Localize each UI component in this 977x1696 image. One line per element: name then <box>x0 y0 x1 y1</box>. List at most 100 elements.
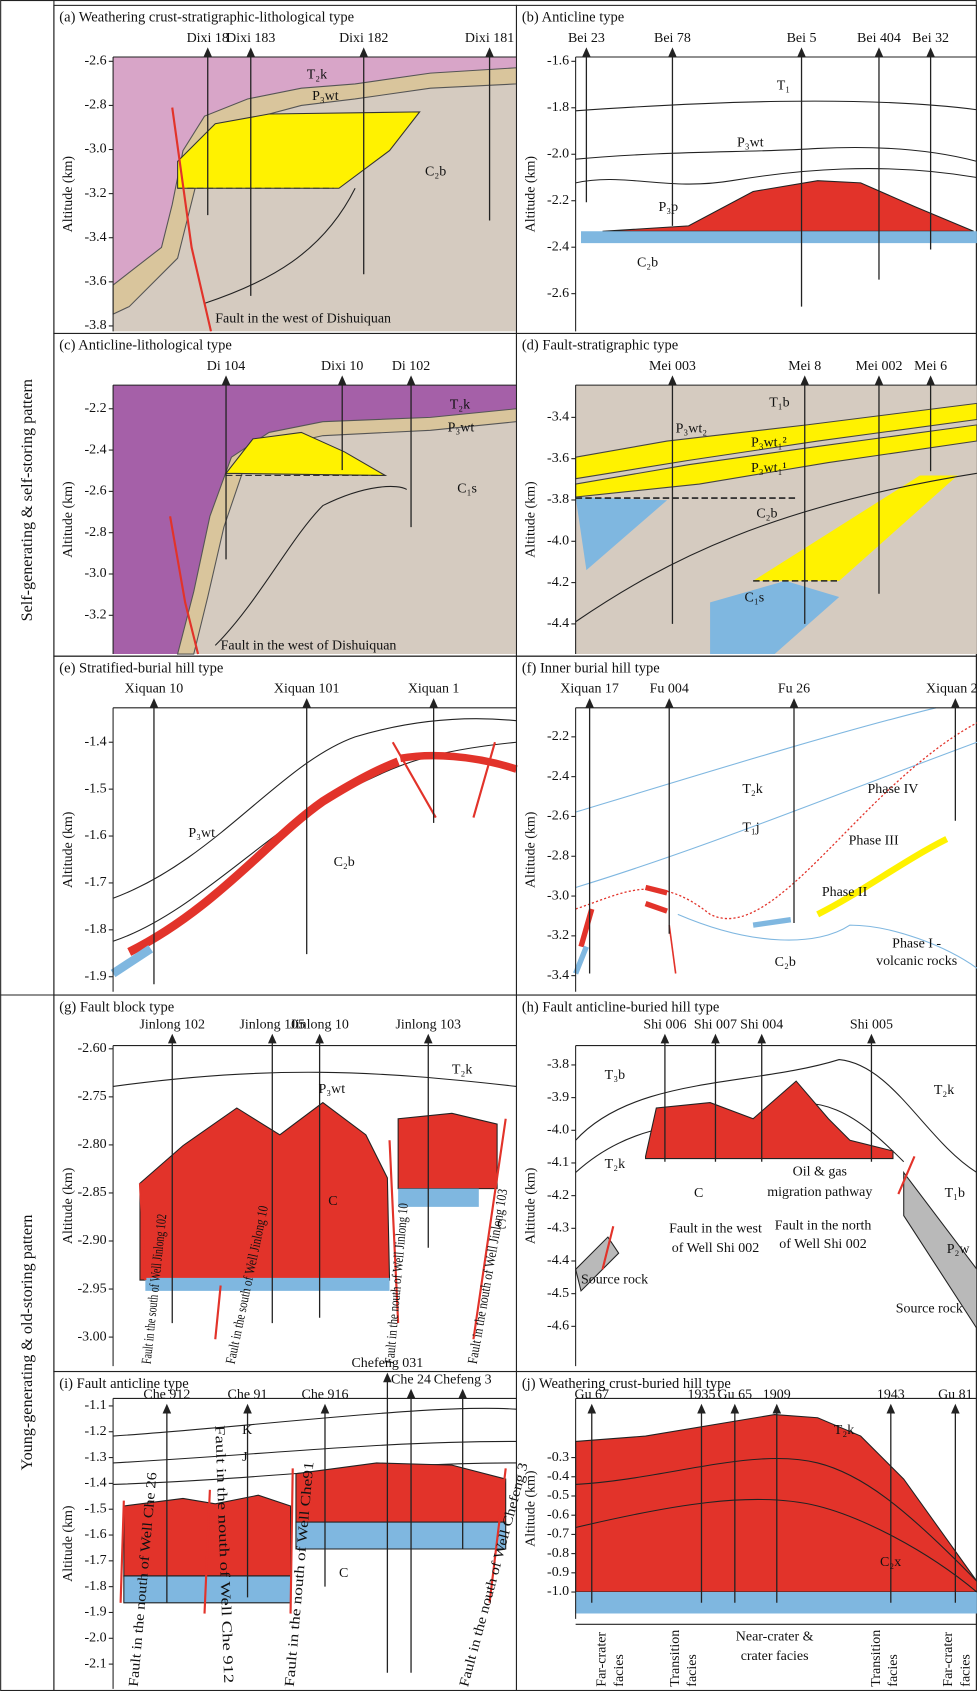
y-tick-label: -4.4 <box>547 616 569 631</box>
y-tick-label: -1.9 <box>85 969 107 984</box>
y-tick-label: -1.2 <box>85 1424 107 1439</box>
y-tick-label: -3.2 <box>547 928 569 943</box>
y-tick-label: -3.6 <box>85 274 107 289</box>
y-tick-label: -3.4 <box>547 968 569 983</box>
stratum-label: Phase IV <box>868 782 919 797</box>
y-tick-label: -2.80 <box>78 1137 107 1152</box>
well-label: Xiquan 1 <box>408 682 460 697</box>
y-tick-label: -1.9 <box>85 1605 107 1620</box>
well-label: Fu 004 <box>650 682 689 697</box>
y-tick-label: -2.6 <box>85 484 107 499</box>
stratum-label: Far-crater <box>595 1632 610 1687</box>
y-tick-label: -1.5 <box>85 1501 107 1516</box>
stratum-label: T₂k <box>450 398 470 413</box>
well-label: 1943 <box>877 1387 905 1402</box>
y-axis-label: Altitude (km) <box>524 156 539 233</box>
stratum-label: C₁s <box>745 590 765 605</box>
y-tick-label: -2.2 <box>85 401 107 416</box>
well-label: Mei 8 <box>788 359 821 374</box>
stratum-label: Fault in the west of Dishuiquan <box>215 312 391 327</box>
y-tick-label: -4.6 <box>547 1319 569 1334</box>
well-label: Shi 007 <box>694 1017 737 1032</box>
y-tick-label: -1.3 <box>85 1450 107 1465</box>
stratum-label: facies <box>958 1654 973 1687</box>
y-tick-label: -4.0 <box>547 1122 569 1137</box>
stratum <box>145 1278 389 1291</box>
y-tick-label: -2.60 <box>78 1041 107 1056</box>
stratum <box>398 1113 497 1188</box>
stratum-label: P₃wt <box>737 135 764 150</box>
y-tick-label: -1.7 <box>85 1553 107 1568</box>
y-tick-label: -2.75 <box>78 1089 107 1104</box>
stratum-label: Phase III <box>849 833 899 848</box>
y-tick-label: -3.2 <box>85 186 107 201</box>
well-label: Chefeng 3 <box>434 1372 492 1387</box>
well-label: Dixi 181 <box>465 31 514 46</box>
well-label: Di 102 <box>392 359 430 374</box>
y-tick-label: -1.5 <box>85 781 107 796</box>
y-tick-label: -0.5 <box>547 1488 569 1503</box>
stratum-label: crater facies <box>741 1649 809 1664</box>
y-tick-label: -1.4 <box>85 734 107 749</box>
y-axis-label: Altitude (km) <box>524 481 539 558</box>
y-tick-label: -0.7 <box>547 1527 569 1542</box>
well-label: Shi 005 <box>850 1017 893 1032</box>
y-tick-label: -0.3 <box>547 1450 569 1465</box>
y-tick-label: -2.6 <box>547 286 569 301</box>
stratum-label: facies <box>886 1654 901 1687</box>
y-tick-label: -3.4 <box>85 230 107 245</box>
y-tick-label: -4.1 <box>547 1155 569 1170</box>
y-tick-label: -1.6 <box>85 1527 107 1542</box>
y-tick-label: -4.4 <box>547 1253 569 1268</box>
y-tick-label: -2.6 <box>547 809 569 824</box>
y-tick-label: -3.8 <box>85 318 107 333</box>
well-label: Bei 404 <box>857 31 901 46</box>
y-tick-label: -1.7 <box>85 875 107 890</box>
y-tick-label: -0.9 <box>547 1565 569 1580</box>
stratum <box>296 1463 506 1522</box>
y-tick-label: -1.4 <box>85 1476 107 1491</box>
well-label: Bei 78 <box>654 31 691 46</box>
panel-title: (g) Fault block type <box>59 999 174 1015</box>
stratum-label: C₂b <box>775 955 796 970</box>
y-tick-label: -2.0 <box>85 1630 107 1645</box>
y-tick-label: -3.0 <box>85 566 107 581</box>
y-tick-label: -3.0 <box>547 888 569 903</box>
stratum-label: Phase II <box>822 885 868 900</box>
panel-title: (f) Inner burial hill type <box>522 660 660 676</box>
stratum-label: P₂w <box>947 1242 971 1257</box>
panel-title: (c) Anticline-lithological type <box>59 338 232 354</box>
stratum-label: migration pathway <box>767 1185 872 1200</box>
y-tick-label: -4.2 <box>547 575 569 590</box>
well-label: Che 912 <box>143 1387 190 1402</box>
stratum <box>296 1522 506 1549</box>
stratum-label: Fault in the west <box>669 1222 762 1237</box>
well-label: Gu 81 <box>938 1387 973 1402</box>
y-tick-label: -3.0 <box>85 142 107 157</box>
stratum-label: T₂k <box>452 1063 472 1078</box>
stratum-label: T₂k <box>834 1423 854 1438</box>
page: Trap types html,body{margin:0;padding:0;… <box>0 0 977 1691</box>
well-label: Shi 006 <box>643 1017 686 1032</box>
y-tick-label: -3.4 <box>547 410 569 425</box>
stratum-label: C₂b <box>756 506 777 521</box>
y-tick-label: -0.6 <box>547 1507 569 1522</box>
y-tick-label: -4.0 <box>547 533 569 548</box>
y-tick-label: -2.4 <box>547 239 569 254</box>
stratum-label: Near-crater & <box>736 1629 814 1644</box>
well-label: Xiquan 10 <box>125 682 184 697</box>
stratum-label: T₁b <box>769 396 789 411</box>
stratum-label: T₁ <box>777 78 790 93</box>
pattern-label: Self-generating & self-storing pattern <box>19 379 36 621</box>
stratum-label: Fault in the north <box>775 1219 872 1234</box>
stratum-label: C₁s <box>457 482 477 497</box>
y-axis-label: Altitude (km) <box>61 156 76 233</box>
stratum-label: of Well Shi 002 <box>779 1237 866 1252</box>
stratum-label: P₃wt₁¹ <box>751 461 787 476</box>
pattern-label: Young-generating & old-storing pattern <box>19 1215 36 1471</box>
well-label: Dixi 18 <box>187 31 229 46</box>
y-tick-label: -1.8 <box>85 1579 107 1594</box>
stratum-label: facies <box>685 1654 700 1687</box>
y-tick-label: -2.90 <box>78 1233 107 1248</box>
y-tick-label: -0.8 <box>547 1546 569 1561</box>
